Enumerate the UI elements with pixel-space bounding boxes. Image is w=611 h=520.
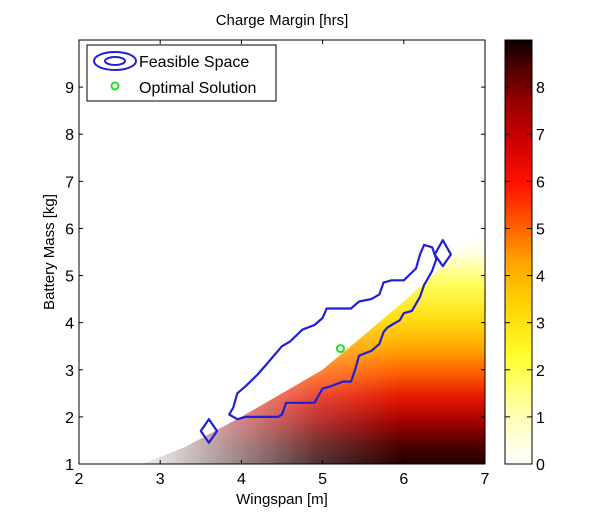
x-tick-label: 5: [318, 471, 327, 488]
feasible-space-island: [199, 418, 219, 444]
x-axis-ticks: 2 3 4 5 6 7: [75, 40, 490, 488]
optimal-solution-marker-group: [335, 344, 345, 354]
colorbar-tick-label: 4: [536, 269, 545, 286]
plot-frame: [78, 39, 486, 465]
x-axis-label: Wingspan [m]: [236, 491, 328, 508]
colorbar-tick-label: 7: [536, 127, 545, 144]
y-axis-label: Battery Mass [kg]: [41, 194, 58, 310]
legend-label-optimal: Optimal Solution: [139, 80, 256, 97]
chart-title: Charge Margin [hrs]: [216, 12, 349, 29]
y-axis-ticks: 1 2 3 4 5 6 7 8 9: [65, 80, 485, 474]
y-tick-label: 4: [65, 316, 74, 333]
colorbar-tick-label: 5: [536, 221, 545, 238]
legend-optimal-icon: [110, 81, 120, 91]
y-tick-label: 5: [65, 269, 74, 286]
x-tick-label: 4: [237, 471, 246, 488]
colorbar-tick-label: 2: [536, 363, 545, 380]
y-tick-label: 9: [65, 80, 74, 97]
y-tick-label: 6: [65, 221, 74, 238]
legend: Feasible Space Optimal Solution: [86, 44, 277, 102]
colorbar-tick-label: 8: [536, 80, 545, 97]
optimal-solution-marker: [335, 344, 345, 354]
y-tick-label: 1: [65, 457, 74, 474]
heatmap-field-fade: [144, 226, 485, 464]
legend-label-feasible: Feasible Space: [139, 54, 249, 71]
legend-box: [86, 44, 277, 102]
colorbar-tick-label: 0: [536, 457, 545, 474]
feasible-space-boundary: [228, 243, 438, 421]
colorbar-tick-label: 1: [536, 410, 545, 427]
x-tick-label: 2: [75, 471, 84, 488]
colorbar-gradient: [504, 39, 533, 465]
colorbar-tick-label: 3: [536, 316, 545, 333]
colorbar-tick-label: 6: [536, 174, 545, 191]
y-tick-label: 3: [65, 363, 74, 380]
x-tick-label: 3: [156, 471, 165, 488]
colorbar-ticks: 0 1 2 3 4 5 6 7 8: [505, 80, 545, 474]
legend-feasible-icon: [93, 51, 137, 71]
y-tick-label: 8: [65, 127, 74, 144]
x-tick-label: 6: [399, 471, 408, 488]
colorbar: 0 1 2 3 4 5 6 7 8: [504, 39, 545, 474]
y-tick-label: 7: [65, 174, 74, 191]
feasible-space-contours: [199, 239, 452, 444]
y-tick-label: 2: [65, 410, 74, 427]
x-tick-label: 7: [481, 471, 490, 488]
feasible-space-island: [433, 239, 452, 268]
